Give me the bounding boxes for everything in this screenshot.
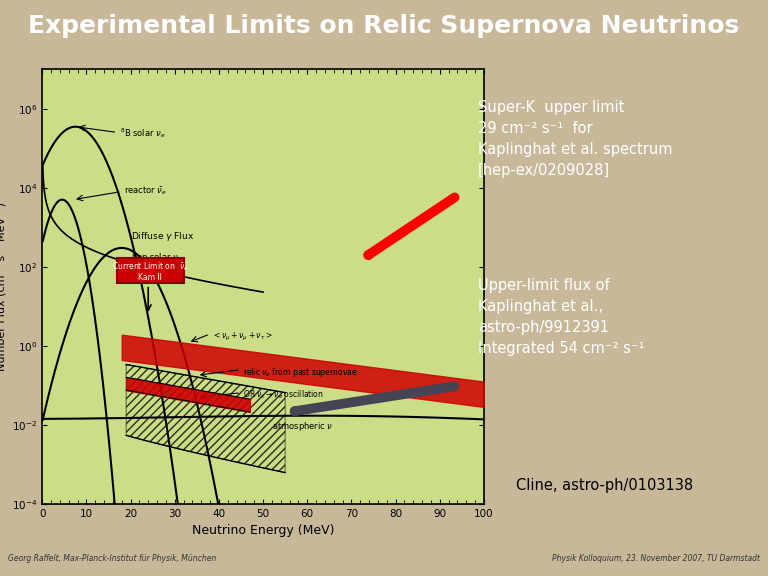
FancyBboxPatch shape — [118, 257, 184, 282]
Y-axis label: Number Flux (cm⁻² s⁻¹ MeV⁻²): Number Flux (cm⁻² s⁻¹ MeV⁻²) — [0, 202, 6, 371]
Text: Physik Kolloquium, 23. November 2007, TU Darmstadt: Physik Kolloquium, 23. November 2007, TU… — [552, 554, 760, 563]
Text: $^8$B solar $\nu_e$: $^8$B solar $\nu_e$ — [120, 126, 165, 140]
Text: OR $\nu_x \rightarrow \nu_e$ oscillation: OR $\nu_x \rightarrow \nu_e$ oscillation — [243, 389, 324, 401]
Text: Upper-limit flux of
Kaplinghat et al.,
astro-ph/9912391
Integrated 54 cm⁻² s⁻¹: Upper-limit flux of Kaplinghat et al., a… — [478, 278, 644, 355]
Text: Current Limit on  $\bar{\nu}_e$: Current Limit on $\bar{\nu}_e$ — [112, 260, 189, 273]
Text: Super-K  upper limit
29 cm⁻² s⁻¹  for
Kaplinghat et al. spectrum
[hep-ex/0209028: Super-K upper limit 29 cm⁻² s⁻¹ for Kapl… — [478, 100, 673, 178]
Text: reactor $\bar{\nu}_e$: reactor $\bar{\nu}_e$ — [124, 185, 167, 198]
Text: hep solar $\nu_\theta$: hep solar $\nu_\theta$ — [131, 251, 182, 264]
Text: relic $\nu_e$ from past supernovae: relic $\nu_e$ from past supernovae — [243, 366, 358, 380]
Text: Cline, astro-ph/0103138: Cline, astro-ph/0103138 — [516, 478, 694, 493]
Text: Georg Raffelt, Max-Planck-Institut für Physik, München: Georg Raffelt, Max-Planck-Institut für P… — [8, 554, 216, 563]
Text: Kam II: Kam II — [138, 272, 162, 282]
Text: Experimental Limits on Relic Supernova Neutrinos: Experimental Limits on Relic Supernova N… — [28, 14, 740, 38]
Text: atmospheric $\nu$: atmospheric $\nu$ — [272, 420, 333, 433]
Text: $<\nu_\mu + \nu_\mu + \nu_\tau>$: $<\nu_\mu + \nu_\mu + \nu_\tau>$ — [212, 331, 273, 343]
Text: Diffuse $\gamma$ Flux: Diffuse $\gamma$ Flux — [131, 230, 194, 243]
X-axis label: Neutrino Energy (MeV): Neutrino Energy (MeV) — [192, 524, 334, 537]
